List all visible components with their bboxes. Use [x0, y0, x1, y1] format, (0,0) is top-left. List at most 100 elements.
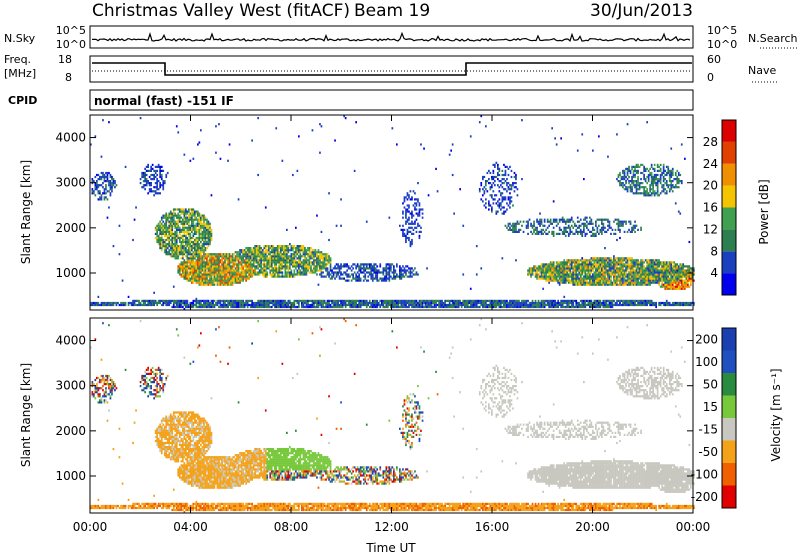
- power-cell: [320, 305, 323, 309]
- power-cell: [185, 240, 187, 244]
- power-cell: [171, 228, 174, 231]
- power-cell: [310, 261, 312, 264]
- power-cell: [536, 303, 538, 307]
- power-cell: [210, 234, 213, 237]
- power-cell: [507, 303, 510, 307]
- power-cell: [619, 301, 621, 305]
- power-cell: [596, 301, 599, 305]
- power-cell: [169, 232, 172, 235]
- power-cell: [320, 303, 323, 307]
- power-cell: [314, 267, 317, 270]
- power-cell: [213, 299, 216, 302]
- power-cell: [242, 275, 244, 278]
- power-cell: [402, 228, 404, 231]
- power-cell: [558, 277, 561, 280]
- power-cell: [332, 271, 335, 274]
- power-cell: [201, 247, 204, 250]
- power-cell: [543, 218, 546, 221]
- power-cell: [201, 255, 204, 258]
- power-cell: [566, 259, 569, 262]
- power-cell: [228, 255, 231, 258]
- power-cell: [290, 275, 293, 278]
- power-cell: [159, 165, 161, 168]
- power-cell: [207, 301, 210, 305]
- power-cell: [230, 299, 232, 302]
- power-cell: [275, 265, 278, 268]
- power-cell: [302, 299, 305, 302]
- power-cell: [512, 303, 514, 307]
- power-cell: [281, 259, 284, 262]
- power-cell: [617, 275, 620, 278]
- power-cell: [231, 263, 234, 266]
- power-cell: [162, 184, 165, 187]
- power-cell: [198, 267, 201, 270]
- power-cell: [409, 267, 412, 270]
- power-cell: [495, 175, 498, 179]
- power-cell: [224, 281, 226, 284]
- power-cell: [390, 263, 392, 266]
- power-cell: [166, 245, 169, 248]
- power-cell: [178, 245, 181, 248]
- power-cell: [225, 257, 228, 260]
- power-cell: [554, 271, 556, 274]
- power-cell: [373, 305, 376, 309]
- power-cell: [228, 301, 231, 305]
- power-cell: [382, 305, 385, 309]
- power-cell: [528, 303, 531, 307]
- power-cell: [362, 301, 365, 305]
- power-cell: [567, 275, 570, 278]
- power-cell: [283, 299, 285, 302]
- power-cell: [516, 230, 519, 233]
- power-cell: [260, 253, 262, 256]
- power-cell: [503, 163, 505, 166]
- power-cell: [224, 303, 226, 307]
- power-cell: [185, 247, 187, 250]
- power-cell: [465, 303, 468, 307]
- power-cell: [539, 303, 541, 307]
- power-cell: [406, 194, 409, 197]
- power-cell: [182, 210, 184, 213]
- power-cell: [209, 230, 211, 233]
- power-cell: [564, 275, 567, 278]
- power-cell: [607, 283, 609, 286]
- power-cell: [527, 305, 529, 309]
- power-cell: [516, 305, 519, 309]
- power-cell: [296, 273, 299, 276]
- power-cell: [513, 299, 516, 302]
- power-cell: [415, 301, 418, 305]
- power-cell: [444, 305, 446, 309]
- power-cell: [495, 303, 498, 307]
- power-cell: [248, 253, 250, 256]
- power-cell: [536, 228, 538, 231]
- power-cell: [382, 267, 385, 270]
- power-cell: [549, 305, 552, 309]
- power-cell: [507, 301, 510, 305]
- power-cell: [249, 265, 252, 268]
- power-cell: [227, 263, 229, 266]
- power-cell: [379, 263, 382, 266]
- power-cell: [610, 299, 612, 302]
- power-cell: [91, 303, 94, 307]
- power-cell: [228, 271, 231, 274]
- power-cell: [592, 267, 594, 270]
- power-cell: [178, 301, 181, 305]
- power-cell: [313, 263, 315, 266]
- power-cell: [552, 234, 555, 237]
- power-cell: [257, 173, 259, 177]
- power-cell: [617, 273, 620, 276]
- power-cell: [344, 299, 347, 302]
- power-cell: [278, 299, 281, 302]
- power-cell: [527, 224, 529, 227]
- power-cell: [257, 263, 259, 266]
- power-cell: [388, 265, 391, 268]
- power-cell: [584, 267, 587, 270]
- power-cell: [554, 303, 556, 307]
- power-cell: [498, 180, 501, 183]
- power-cell: [284, 269, 287, 272]
- power-cell: [510, 299, 513, 302]
- power-cell: [608, 259, 611, 262]
- power-cell: [292, 173, 294, 177]
- power-cell: [186, 220, 189, 223]
- power-cell: [563, 301, 566, 305]
- power-cell: [608, 226, 611, 229]
